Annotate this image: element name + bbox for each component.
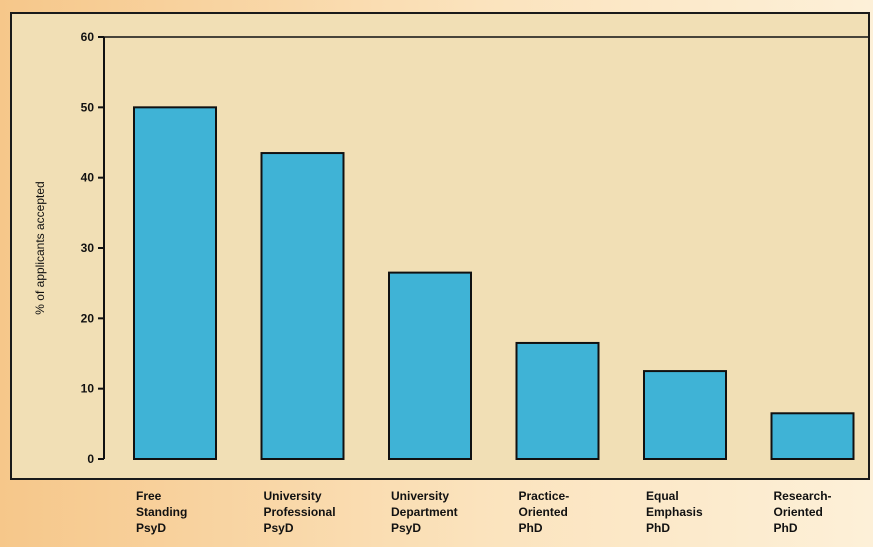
- x-tick-label: Practice-Oriented PhD: [519, 489, 570, 535]
- bar-5: [770, 412, 855, 460]
- x-tick-label: Equal Emphasis PhD: [646, 489, 703, 535]
- bars: [133, 106, 855, 461]
- bar-0: [133, 106, 217, 460]
- bar-4: [643, 370, 727, 461]
- y-ticks: 0 10 20 30 40 50 60: [81, 30, 104, 466]
- x-tick-label: Free Standing PsyD: [136, 489, 187, 535]
- x-tick-label: University Department PsyD: [391, 489, 458, 535]
- y-tick-label: 10: [81, 382, 95, 396]
- x-tick-label: Research-Oriented PhD: [774, 489, 832, 535]
- bar-2: [388, 271, 472, 460]
- y-tick-label: 60: [81, 30, 95, 44]
- y-tick-label: 30: [81, 241, 95, 255]
- y-tick-label: 40: [81, 171, 95, 185]
- bar-1: [260, 152, 345, 461]
- x-tick-labels: Free Standing PsyD University Professional Ps…: [136, 489, 832, 535]
- y-axis-label: % of applicants accepted: [33, 181, 47, 314]
- y-tick-label: 0: [87, 452, 94, 466]
- x-tick-label: University Professional PsyD: [264, 489, 336, 535]
- y-tick-label: 20: [81, 311, 95, 325]
- y-tick-label: 50: [81, 100, 95, 114]
- bar-3: [515, 341, 600, 461]
